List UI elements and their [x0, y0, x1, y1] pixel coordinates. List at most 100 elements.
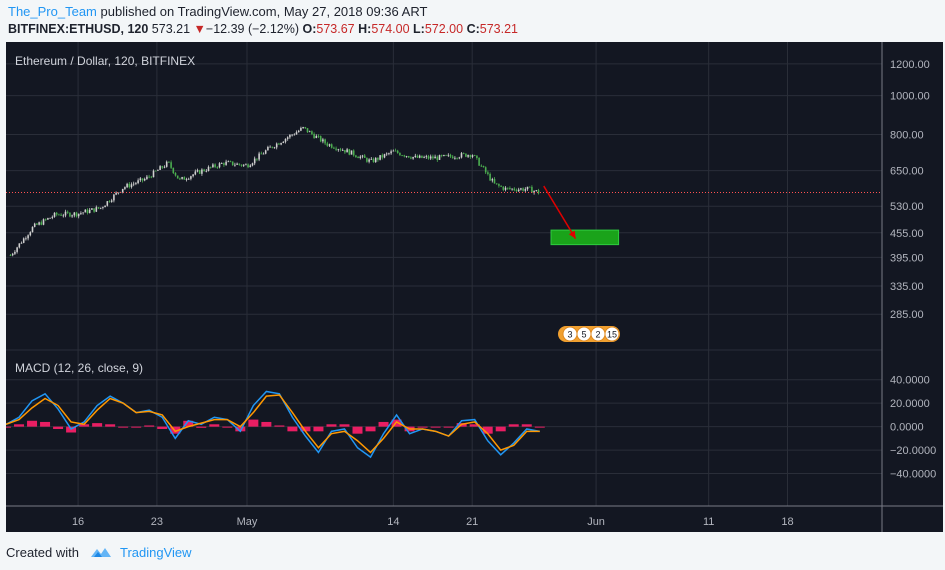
candle-body	[473, 155, 476, 157]
macd-histogram-bar	[521, 424, 532, 427]
price-axis-label: 395.00	[890, 252, 924, 264]
candle-body	[198, 170, 201, 174]
candle-body	[69, 212, 71, 217]
created-with-text: Created with	[6, 545, 79, 560]
open-label: O:	[302, 22, 317, 36]
tradingview-link[interactable]: TradingView	[120, 545, 192, 560]
price-axis-label: 455.00	[890, 228, 924, 240]
price-axis-label: 800.00	[890, 130, 924, 142]
signal-line	[5, 394, 540, 454]
candle-body	[385, 153, 388, 155]
high-label: H:	[358, 22, 372, 36]
price-axis-label: 285.00	[890, 309, 924, 321]
candle-body	[383, 154, 386, 158]
event-badge-label: 2	[595, 330, 600, 340]
candle-body	[377, 157, 379, 160]
candle-body	[293, 134, 296, 136]
macd-histogram-bar	[339, 424, 350, 427]
chart-svg[interactable]: 1200.00 1000.00 800.00 650.00 530.00 455.00 39…	[1, 42, 943, 532]
candle-body	[172, 167, 175, 173]
close-label: C:	[466, 22, 480, 36]
candle-body	[192, 174, 194, 177]
candle-body	[528, 186, 531, 188]
candle-body	[520, 188, 522, 190]
candle-body	[456, 157, 458, 159]
candle-body	[315, 135, 318, 139]
candle-body	[291, 134, 293, 136]
event-badge[interactable]	[604, 326, 620, 342]
candle-body	[161, 166, 164, 168]
event-badge-label: 15	[607, 330, 617, 340]
candle-body	[509, 188, 511, 189]
publish-line: The_Pro_Team published on TradingView.co…	[8, 4, 427, 19]
candle-body	[511, 188, 513, 190]
low-value: 572.00	[424, 22, 464, 36]
candle-body	[273, 147, 276, 149]
candle-body	[238, 163, 241, 165]
candle-body	[337, 149, 340, 151]
time-axis-label: 11	[703, 516, 714, 528]
footer: Created with TradingView	[6, 545, 192, 562]
macd-axis-label: −40.0000	[890, 469, 936, 481]
candle-body	[517, 189, 520, 192]
candle-body	[482, 165, 485, 168]
candle-body	[311, 131, 313, 134]
macd-histogram-bar	[1, 426, 11, 428]
candle-body	[113, 194, 115, 201]
target-zone[interactable]	[550, 229, 620, 246]
candle-body	[458, 157, 461, 159]
time-axis-label: 14	[387, 516, 399, 528]
macd-histogram-bar	[79, 424, 90, 427]
projection-arrow[interactable]	[543, 185, 577, 239]
time-axis-label: 21	[466, 516, 478, 528]
candle-body	[212, 164, 214, 168]
candle-body	[25, 238, 27, 240]
candle-body	[245, 164, 247, 166]
candle-body	[418, 155, 421, 158]
candle-body	[476, 155, 478, 158]
macd-histogram-bar	[196, 426, 207, 428]
candle-body	[355, 155, 357, 157]
candle-body	[97, 207, 100, 209]
candle-body	[236, 163, 238, 165]
macd-histogram-bar	[482, 426, 493, 434]
candle-body	[363, 155, 366, 158]
candle-body	[317, 135, 320, 137]
candle-body	[102, 207, 104, 208]
price-axis-label: 530.00	[890, 201, 924, 213]
candle-body	[469, 155, 472, 157]
candle-body	[502, 186, 505, 190]
candle-body	[9, 255, 12, 256]
candle-body	[209, 166, 212, 168]
candle-body	[165, 161, 168, 167]
candle-body	[42, 219, 45, 225]
candle-body	[27, 235, 29, 239]
candle-body	[401, 155, 403, 157]
candle-body	[531, 186, 533, 193]
candle-body	[260, 153, 263, 155]
candle-body	[58, 214, 60, 216]
macd-histogram-bar	[222, 426, 233, 428]
high-value: 574.00	[371, 22, 410, 36]
candle-body	[487, 172, 489, 174]
candle-body	[352, 150, 355, 156]
chart-area[interactable]: 1200.00 1000.00 800.00 650.00 530.00 455.00 39…	[1, 42, 943, 532]
candle-body	[47, 218, 49, 220]
candle-body	[429, 156, 432, 159]
candle-body	[256, 158, 258, 160]
candle-body	[135, 183, 137, 184]
candle-body	[370, 158, 373, 160]
candle-body	[154, 170, 157, 172]
candle-body	[227, 161, 230, 163]
author-link[interactable]: The_Pro_Team	[8, 4, 97, 19]
candle-body	[394, 150, 397, 152]
candle-body	[49, 217, 51, 219]
candle-body	[462, 153, 465, 154]
candle-body	[29, 232, 32, 236]
candle-body	[216, 166, 219, 168]
candle-body	[451, 156, 454, 159]
candle-body	[201, 169, 203, 174]
macd-histogram-bar	[92, 423, 103, 427]
candle-body	[130, 184, 133, 188]
candle-body	[513, 188, 516, 191]
